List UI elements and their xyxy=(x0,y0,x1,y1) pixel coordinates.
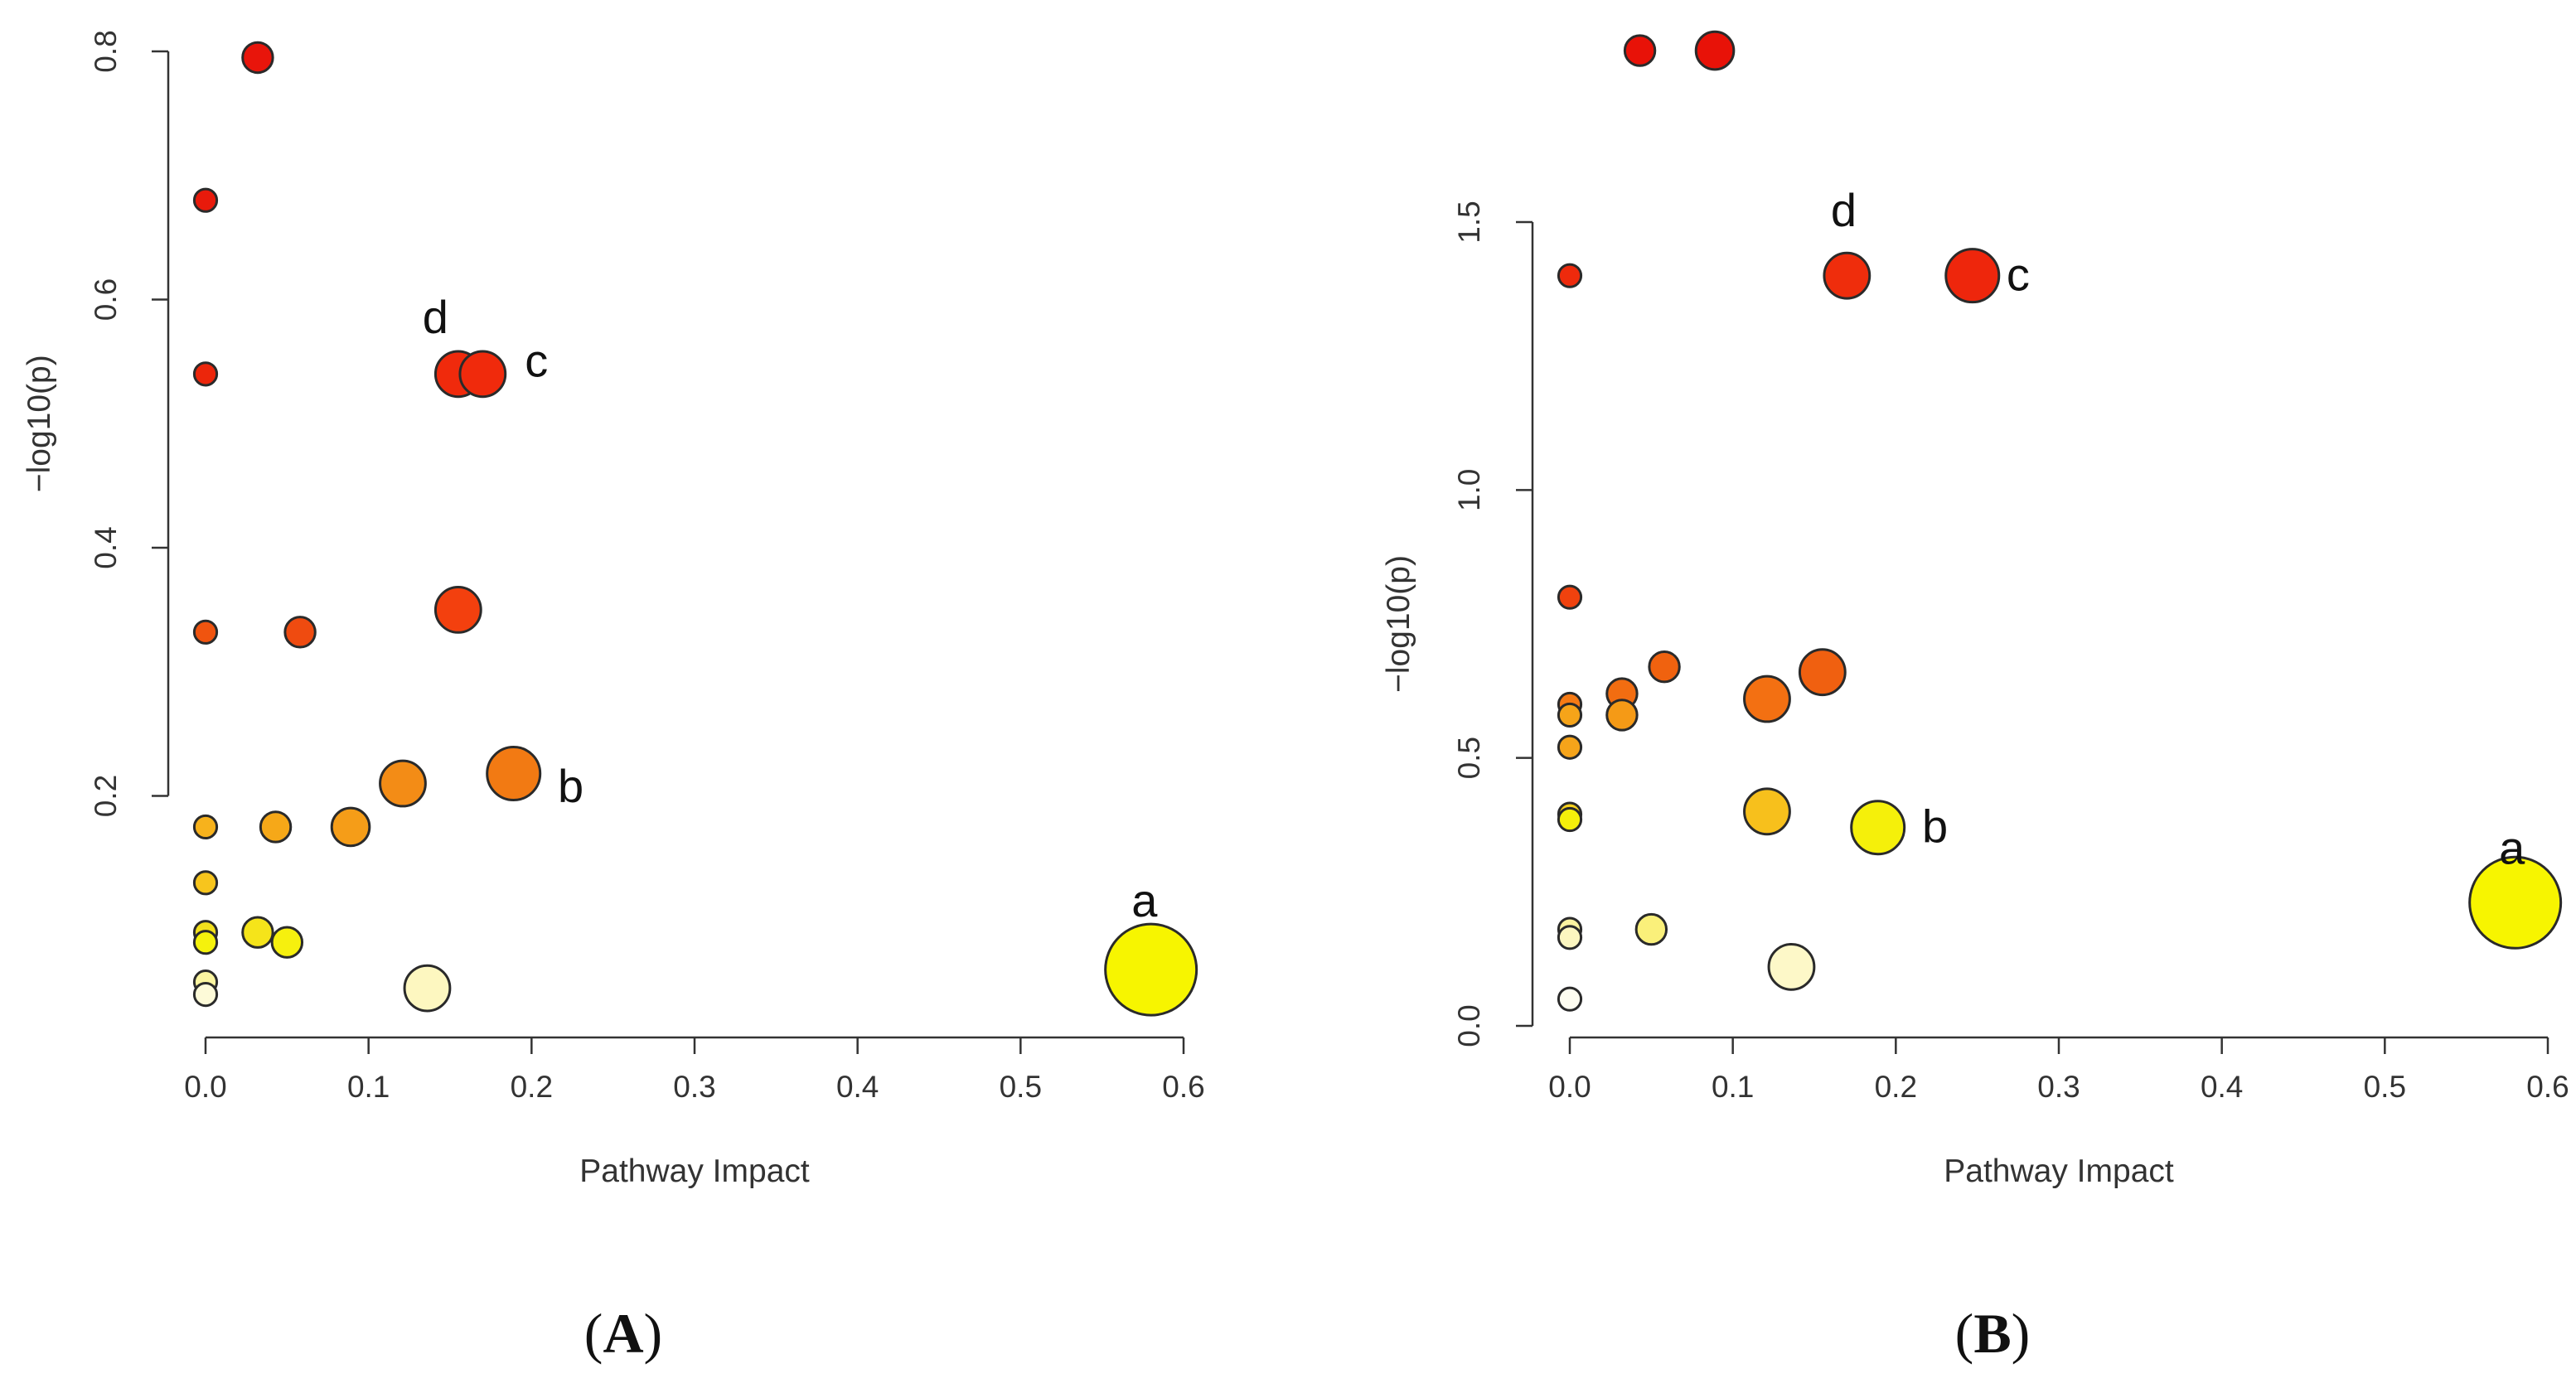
panel-a-data-point xyxy=(379,759,427,808)
panel-a-y-tick-label: 0.6 xyxy=(89,278,123,321)
panel-a-x-tick-label: 0.4 xyxy=(836,1070,879,1104)
panel-a-data-point xyxy=(1104,922,1198,1017)
panel-a-x-tick-label: 0.0 xyxy=(184,1070,226,1104)
panel-a-y-tick-label: 0.8 xyxy=(89,30,123,72)
panel-b-x-tick-label: 0.3 xyxy=(2037,1070,2080,1104)
panel-a-data-point xyxy=(433,585,482,634)
panel-b-data-point xyxy=(1850,800,1906,856)
panel-a-annotation-d: d xyxy=(423,291,448,343)
panel-a-x-tick-label: 0.6 xyxy=(1162,1070,1204,1104)
panel-a-data-point xyxy=(192,982,219,1008)
panel-b-data-point xyxy=(1605,699,1639,732)
panel-b-data-point xyxy=(1557,925,1583,950)
panel-b-data-point xyxy=(1944,248,2001,304)
panel-b-x-tick-label: 0.4 xyxy=(2201,1070,2243,1104)
panel-b-annotation-b: b xyxy=(1922,800,1948,853)
panel-a-data-point xyxy=(192,361,219,387)
panel-b-x-tick-label: 0.1 xyxy=(1712,1070,1754,1104)
panel-b-x-tick-label: 0.0 xyxy=(1548,1070,1591,1104)
panel-b-annotation-c: c xyxy=(2007,249,2030,301)
panel-b-x-tick-label: 0.5 xyxy=(2364,1070,2406,1104)
panel-b-y-tick-label: 0.5 xyxy=(1452,737,1486,779)
panel-b-y-tick-label: 0.0 xyxy=(1452,1004,1486,1047)
panel-b-scatter-plot: 0.0 0.1 0.2 0.3 0.4 0.5 0.6 0.0 0.5 1.0 1.5 Pathway… xyxy=(1381,30,2569,1189)
panel-b-x-tick-label: 0.2 xyxy=(1875,1070,1917,1104)
panel-a-annotation-c: c xyxy=(525,334,548,386)
panel-a-data-point xyxy=(330,806,371,848)
panel-b-data-point xyxy=(1557,734,1583,760)
panel-b-annotation-a: a xyxy=(2499,822,2525,874)
panel-a-annotation-b: b xyxy=(558,760,583,812)
panel-b-data-point xyxy=(1557,806,1583,833)
panel-a-data-point xyxy=(192,870,219,896)
panel-b-data-point xyxy=(1743,787,1791,836)
panel-b-x-tick-label: 0.6 xyxy=(2526,1070,2569,1104)
panel-a-data-point xyxy=(192,930,219,955)
panel-a-data-point xyxy=(241,41,274,75)
panel-a-data-point xyxy=(403,964,452,1013)
panel-b-data-point xyxy=(1557,986,1583,1012)
panel-b-data-point xyxy=(1557,702,1583,728)
panel-a-caption: (A) xyxy=(584,1302,662,1365)
panel-b-data-point xyxy=(2468,855,2563,950)
panel-a-data-point xyxy=(192,814,219,840)
panel-b-caption: (B) xyxy=(1955,1302,2031,1365)
panel-a-data-point xyxy=(192,619,219,645)
panel-a-data-point xyxy=(486,746,542,802)
panel-b-data-point xyxy=(1694,30,1736,71)
panel-a-data-point xyxy=(458,350,507,399)
panel-b-data-point xyxy=(1798,648,1847,697)
panel-b-y-tick-label: 1.0 xyxy=(1452,469,1486,511)
panel-a-data-point xyxy=(283,616,317,649)
panel-a-x-tick-label: 0.1 xyxy=(347,1070,390,1104)
panel-b-data-point xyxy=(1557,263,1583,288)
panel-a-scatter-plot: 0.0 0.1 0.2 0.3 0.4 0.5 0.6 0.2 0.4 0.6 0.8 Pathway… xyxy=(22,30,1205,1189)
panel-b-data-point xyxy=(1557,584,1583,610)
panel-b-data-point xyxy=(1623,34,1657,67)
panel-a-data-point xyxy=(270,926,304,959)
panel-a-x-tick-label: 0.2 xyxy=(511,1070,553,1104)
panel-a-annotation-a: a xyxy=(1131,874,1158,926)
panel-b-x-axis-label: Pathway Impact xyxy=(1944,1153,2174,1189)
panel-a-x-axis-label: Pathway Impact xyxy=(579,1153,810,1189)
panel-b-annotation-d: d xyxy=(1831,184,1857,236)
panel-b-data-point xyxy=(1767,942,1816,991)
panel-b-y-tick-label: 1.5 xyxy=(1452,201,1486,243)
panel-a-data-point xyxy=(241,916,274,949)
panel-a-data-point xyxy=(192,187,219,213)
panel-a-x-tick-label: 0.3 xyxy=(673,1070,715,1104)
panel-b-data-point xyxy=(1743,675,1791,723)
panel-b-data-point xyxy=(1648,650,1681,684)
panel-a-y-axis-label: −log10(p) xyxy=(22,355,57,492)
panel-a-x-tick-label: 0.5 xyxy=(1000,1070,1042,1104)
panel-a-y-tick-label: 0.2 xyxy=(89,775,123,817)
panel-b-data-point xyxy=(1634,912,1668,946)
panel-b-y-axis-label: −log10(p) xyxy=(1381,555,1416,693)
panel-a-data-point xyxy=(259,810,293,844)
panel-b-data-point xyxy=(1823,251,1871,300)
panel-a-y-tick-label: 0.4 xyxy=(89,526,123,568)
